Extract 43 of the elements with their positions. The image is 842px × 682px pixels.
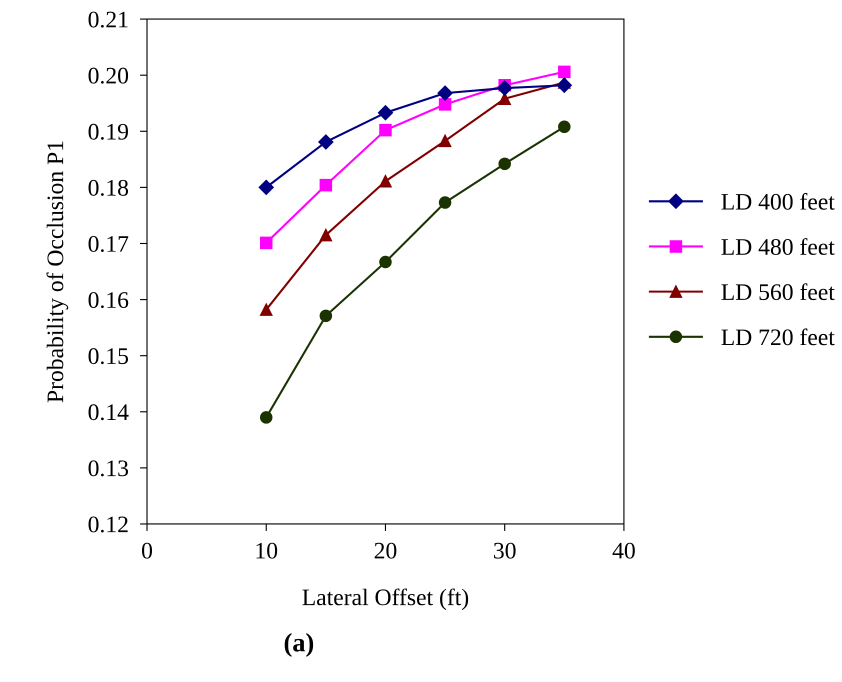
point <box>258 180 274 195</box>
y-tick-label: 0.15 <box>88 348 128 364</box>
x-tick-label: 40 <box>612 542 635 559</box>
point <box>320 228 332 242</box>
point <box>438 134 452 148</box>
legend-label: LD 560 feet <box>721 283 835 300</box>
x-tick-label: 0 <box>142 542 152 559</box>
y-tick-label: 0.20 <box>88 68 128 84</box>
point <box>497 80 512 96</box>
point <box>438 86 453 101</box>
x-tick-label: 30 <box>494 542 516 559</box>
point <box>438 196 452 209</box>
point <box>378 105 394 120</box>
y-tick-label: 0.18 <box>88 180 128 196</box>
point <box>498 158 511 170</box>
point <box>320 310 332 322</box>
point <box>379 124 392 136</box>
point <box>379 256 392 268</box>
y-tick-label: 0.17 <box>88 236 128 252</box>
point <box>556 78 572 93</box>
point <box>320 178 332 192</box>
legend-label: LD 480 feet <box>721 238 835 255</box>
x-tick-label: 10 <box>256 542 278 559</box>
point <box>260 411 272 424</box>
text: (a) <box>284 633 314 657</box>
x-tick-label: 20 <box>374 542 396 559</box>
legend-label: LD 400 feet <box>721 192 835 210</box>
point <box>318 134 334 150</box>
y-tick-label: 0.21 <box>88 12 128 28</box>
legend-label: LD 720 feet <box>721 328 835 346</box>
y-axis-title: Probability of Occlusion P1 <box>46 141 68 402</box>
y-tick-label: 0.12 <box>88 516 128 533</box>
x-axis-title: Lateral Offset (ft) <box>302 588 468 610</box>
y-tick-label: 0.14 <box>88 404 129 420</box>
y-tick-label: 0.19 <box>88 124 128 140</box>
point <box>260 303 272 316</box>
y-tick-label: 0.16 <box>88 292 128 308</box>
point <box>558 120 571 134</box>
point <box>438 98 452 111</box>
point <box>379 174 392 188</box>
y-tick-label: 0.13 <box>88 460 128 476</box>
point <box>558 66 571 78</box>
point <box>260 236 272 250</box>
